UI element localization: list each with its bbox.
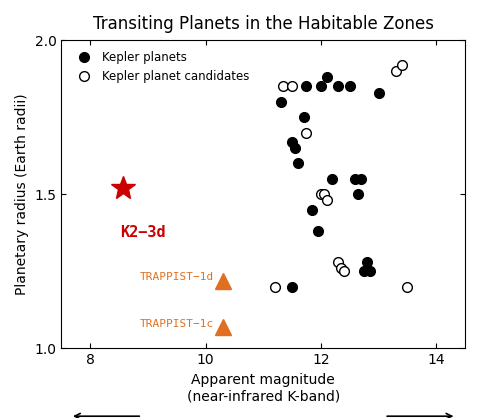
Kepler planets [289,284,295,289]
Y-axis label: Planetary radius (Earth radii): Planetary radius (Earth radii) [15,94,29,295]
Kepler planets [300,115,306,120]
Kepler planets [376,90,382,95]
Kepler planets [353,176,359,181]
Kepler planets [303,84,309,89]
Kepler planet candidates [321,192,326,197]
Kepler planets [364,260,370,265]
Kepler planet candidates [280,84,286,89]
Text: TRAPPIST−1c: TRAPPIST−1c [140,319,214,329]
Kepler planet candidates [324,198,329,203]
Kepler planet candidates [393,69,399,74]
Kepler planet candidates [272,284,277,289]
Line: Kepler planets: Kepler planets [276,72,384,292]
X-axis label: Apparent magnitude
(near-infrared K-band): Apparent magnitude (near-infrared K-band… [187,373,340,403]
Kepler planet candidates [303,130,309,135]
Kepler planets [289,139,295,144]
Kepler planet candidates [335,260,341,265]
Kepler planet candidates [405,284,410,289]
Legend: Kepler planets, Kepler planet candidates: Kepler planets, Kepler planet candidates [67,46,253,87]
Kepler planets [329,176,335,181]
Kepler planets [295,161,300,166]
Kepler planets [315,229,321,234]
Title: Transiting Planets in the Habitable Zones: Transiting Planets in the Habitable Zone… [93,15,434,33]
Kepler planet candidates [338,266,344,271]
Text: TRAPPIST−1d: TRAPPIST−1d [140,273,214,283]
Kepler planet candidates [399,62,405,67]
Kepler planets [277,99,283,104]
Kepler planets [356,192,361,197]
Kepler planets [347,84,353,89]
Kepler planets [335,84,341,89]
Kepler planet candidates [318,192,324,197]
Kepler planets [309,207,315,212]
Kepler planet candidates [289,84,295,89]
Kepler planets [318,84,324,89]
Line: Kepler planet candidates: Kepler planet candidates [270,60,412,292]
Kepler planets [292,145,298,150]
Kepler planets [324,74,329,79]
Kepler planets [361,269,367,274]
Kepler planet candidates [341,269,347,274]
Kepler planets [359,176,364,181]
Kepler planets [367,269,373,274]
Text: K2−3d: K2−3d [120,225,165,240]
